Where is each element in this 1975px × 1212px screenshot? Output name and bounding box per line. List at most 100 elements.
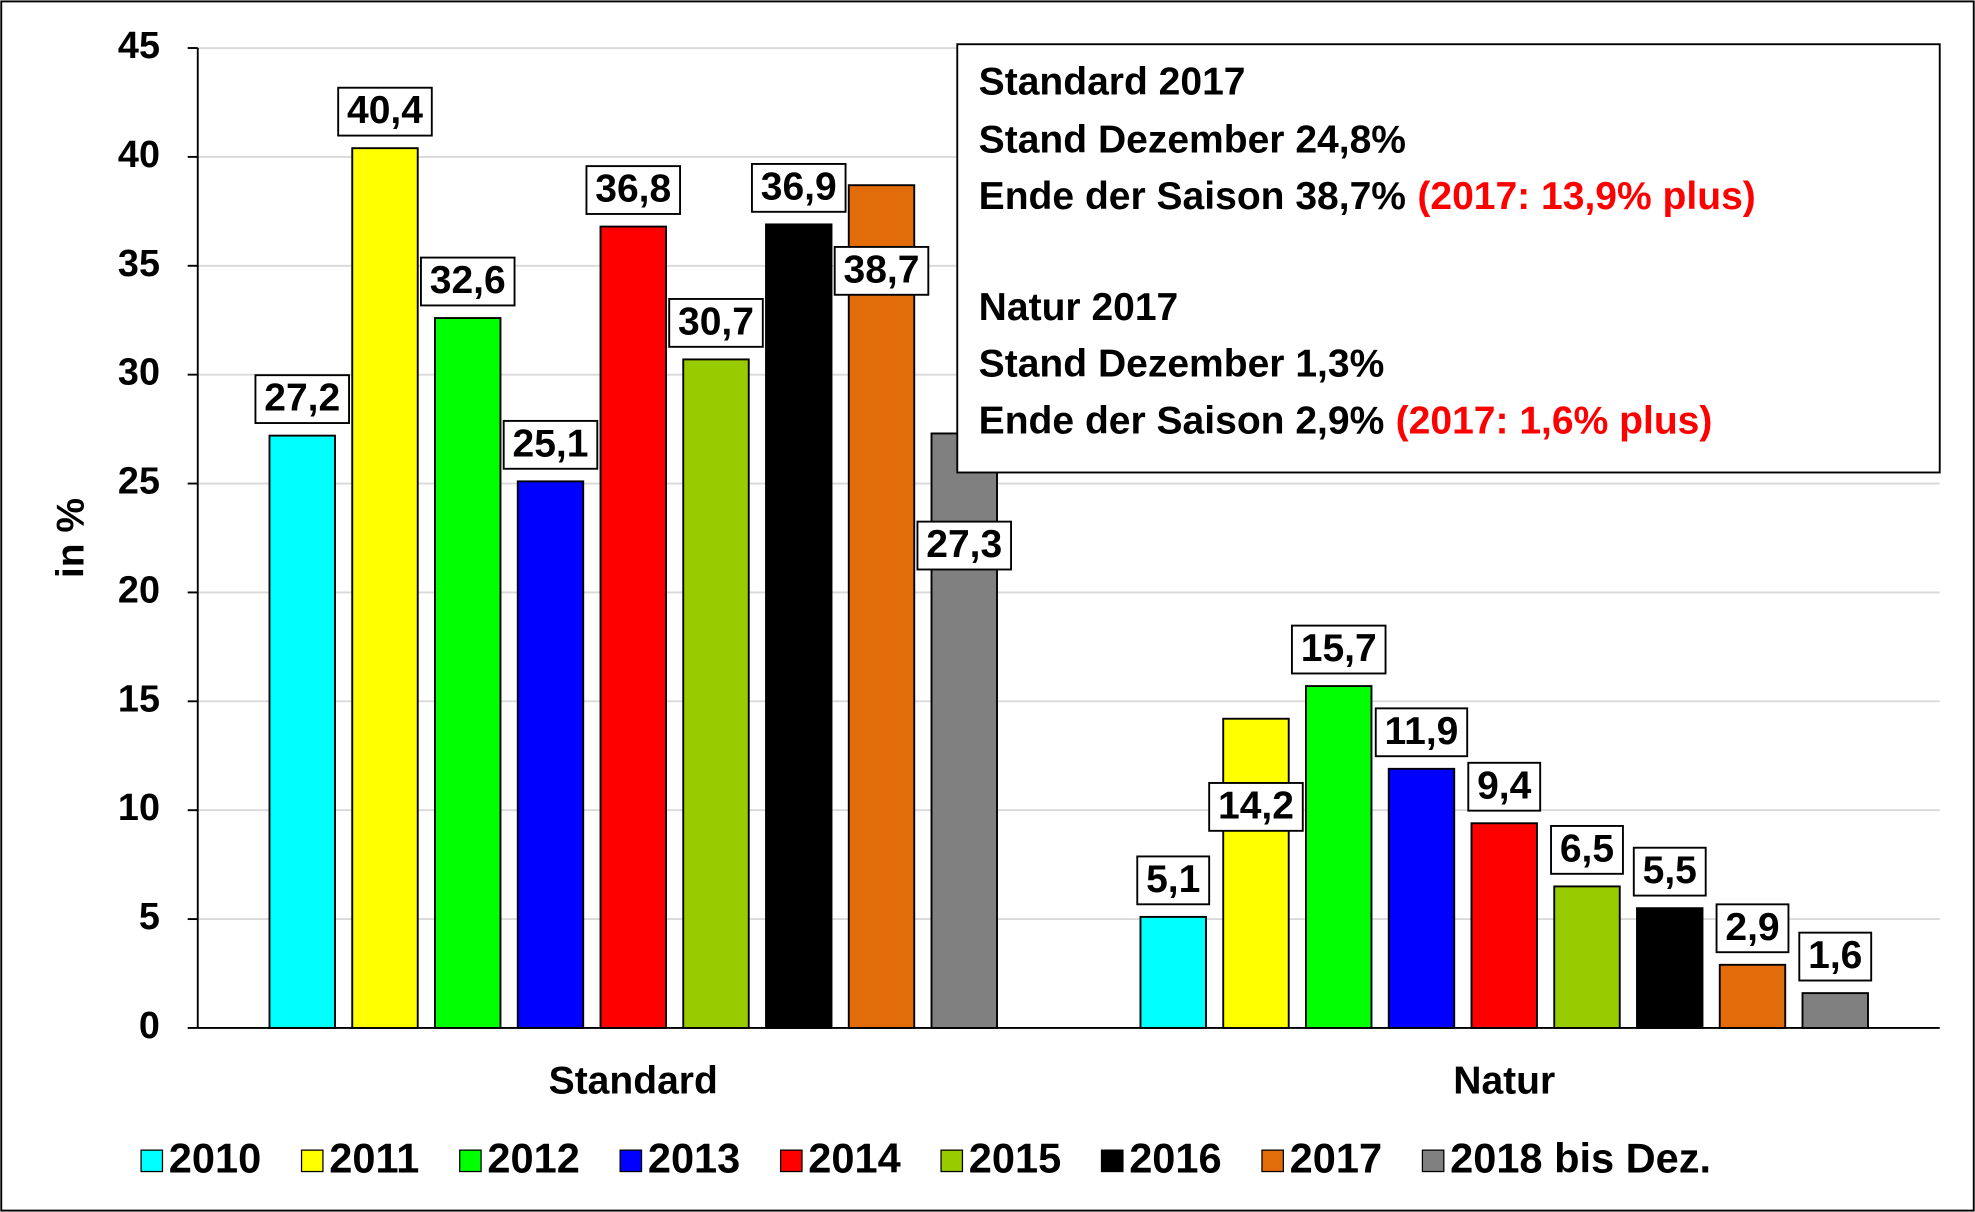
data-label-box [1467, 761, 1542, 812]
data-label: 32,6 [419, 256, 516, 307]
bar [1553, 885, 1621, 1029]
legend-swatch [1100, 1149, 1124, 1173]
x-tick-label: Standard [549, 1060, 718, 1103]
legend-swatch [1261, 1149, 1284, 1173]
legend-label: 2012 [487, 1134, 579, 1181]
annotation-line: Ende der Saison 2,9% (2017: 1,6% plus) [979, 400, 1713, 443]
data-label-box [1374, 707, 1469, 758]
data-label-text: 1,6 [1808, 934, 1862, 977]
data-label-text: 15,7 [1301, 627, 1377, 670]
annotation-highlight: (2017: 13,9% plus) [1417, 175, 1755, 218]
annotation-line: Standard 2017 [979, 61, 1246, 104]
data-label: 36,9 [751, 162, 847, 213]
data-label-box [419, 256, 516, 307]
legend-label: 2018 bis Dez. [1450, 1134, 1711, 1181]
data-label-text: 2,9 [1725, 906, 1779, 949]
data-label-box [1798, 931, 1873, 982]
bar [1801, 992, 1869, 1029]
legend-label: 2016 [1129, 1134, 1221, 1181]
legend-label: 2017 [1290, 1134, 1382, 1181]
data-label-text: 11,9 [1385, 710, 1459, 753]
bar [1305, 685, 1373, 1029]
data-label: 5,5 [1632, 846, 1707, 897]
data-label-text: 36,8 [595, 168, 671, 211]
legend-swatch [300, 1149, 324, 1173]
data-label: 38,7 [833, 245, 930, 296]
data-label-text: 14,2 [1218, 784, 1294, 827]
annotation-line: Ende der Saison 38,7% (2017: 13,9% plus) [979, 175, 1756, 218]
data-label: 14,2 [1208, 782, 1304, 832]
bar [434, 317, 502, 1029]
y-tick-label: 10 [118, 787, 160, 829]
bar [1387, 767, 1456, 1029]
annotation-box [956, 43, 1941, 474]
legend-label: 2011 [329, 1134, 419, 1181]
data-label: 40,4 [337, 86, 433, 137]
data-label-text: 36,9 [761, 165, 837, 208]
bar [1636, 907, 1704, 1029]
data-label-box [585, 165, 681, 215]
data-label-box [1550, 825, 1624, 875]
annotation-text: Ende der Saison 2,9% [979, 400, 1385, 443]
y-tick-label: 0 [139, 1005, 160, 1047]
annotation-text: Stand Dezember 24,8% [979, 119, 1406, 162]
data-label-text: 40,4 [347, 89, 423, 132]
bar [1470, 822, 1538, 1029]
data-label: 5,1 [1136, 855, 1211, 906]
data-label-box [916, 520, 1013, 571]
data-label: 15,7 [1290, 624, 1387, 675]
annotation-line: Stand Dezember 24,8% [979, 119, 1406, 162]
legend-label: 2010 [169, 1134, 261, 1181]
annotation-highlight: (2017: 1,6% plus) [1396, 400, 1713, 443]
data-label-box [1632, 846, 1707, 897]
data-label: 11,9 [1374, 707, 1469, 758]
data-label-box [337, 86, 433, 137]
data-label-text: 27,3 [926, 523, 1002, 566]
data-label-box [751, 162, 847, 213]
y-tick-label: 30 [118, 352, 160, 394]
bar [682, 358, 750, 1029]
annotation-line: Natur 2017 [979, 286, 1179, 329]
annotation-line: Stand Dezember 1,3% [979, 343, 1385, 386]
bar [268, 434, 336, 1029]
data-label-box [254, 374, 350, 424]
data-label-box [502, 419, 599, 470]
data-label-box [668, 298, 764, 348]
data-label-text: 5,1 [1146, 858, 1200, 901]
data-label-box [1715, 903, 1790, 954]
data-label-text: 25,1 [513, 422, 589, 465]
data-label: 30,7 [668, 298, 764, 348]
data-label: 1,6 [1798, 931, 1873, 982]
x-tick-label: Natur [1453, 1060, 1555, 1103]
bar [1222, 717, 1290, 1029]
legend-label: 2015 [969, 1134, 1061, 1181]
legend-swatch [619, 1149, 643, 1173]
bar [765, 223, 833, 1029]
data-label: 25,1 [502, 419, 599, 470]
y-tick-label: 40 [118, 134, 160, 176]
data-label-box [1290, 624, 1387, 675]
data-label: 9,4 [1467, 761, 1542, 812]
data-label-text: 30,7 [678, 300, 754, 343]
y-tick-label: 5 [139, 896, 160, 938]
data-label: 27,3 [916, 520, 1013, 571]
y-tick-label: 35 [118, 243, 160, 285]
annotation-text: Natur 2017 [979, 286, 1179, 329]
bar [599, 225, 667, 1029]
data-label: 36,8 [585, 165, 681, 215]
data-label-box [833, 245, 930, 296]
bar [847, 184, 916, 1029]
y-tick-label: 25 [118, 461, 160, 503]
annotation-text: Stand Dezember 1,3% [979, 343, 1385, 386]
data-label-text: 38,7 [844, 248, 920, 291]
legend-label: 2014 [808, 1134, 900, 1181]
bar [351, 147, 419, 1029]
data-label-text: 27,2 [264, 377, 340, 420]
data-label-text: 6,5 [1560, 827, 1614, 870]
data-label-text: 9,4 [1477, 764, 1532, 807]
legend-swatch [940, 1149, 964, 1173]
data-label-text: 32,6 [430, 259, 506, 302]
annotation-text: Ende der Saison 38,7% [979, 175, 1406, 218]
data-label-text: 5,5 [1643, 849, 1697, 892]
